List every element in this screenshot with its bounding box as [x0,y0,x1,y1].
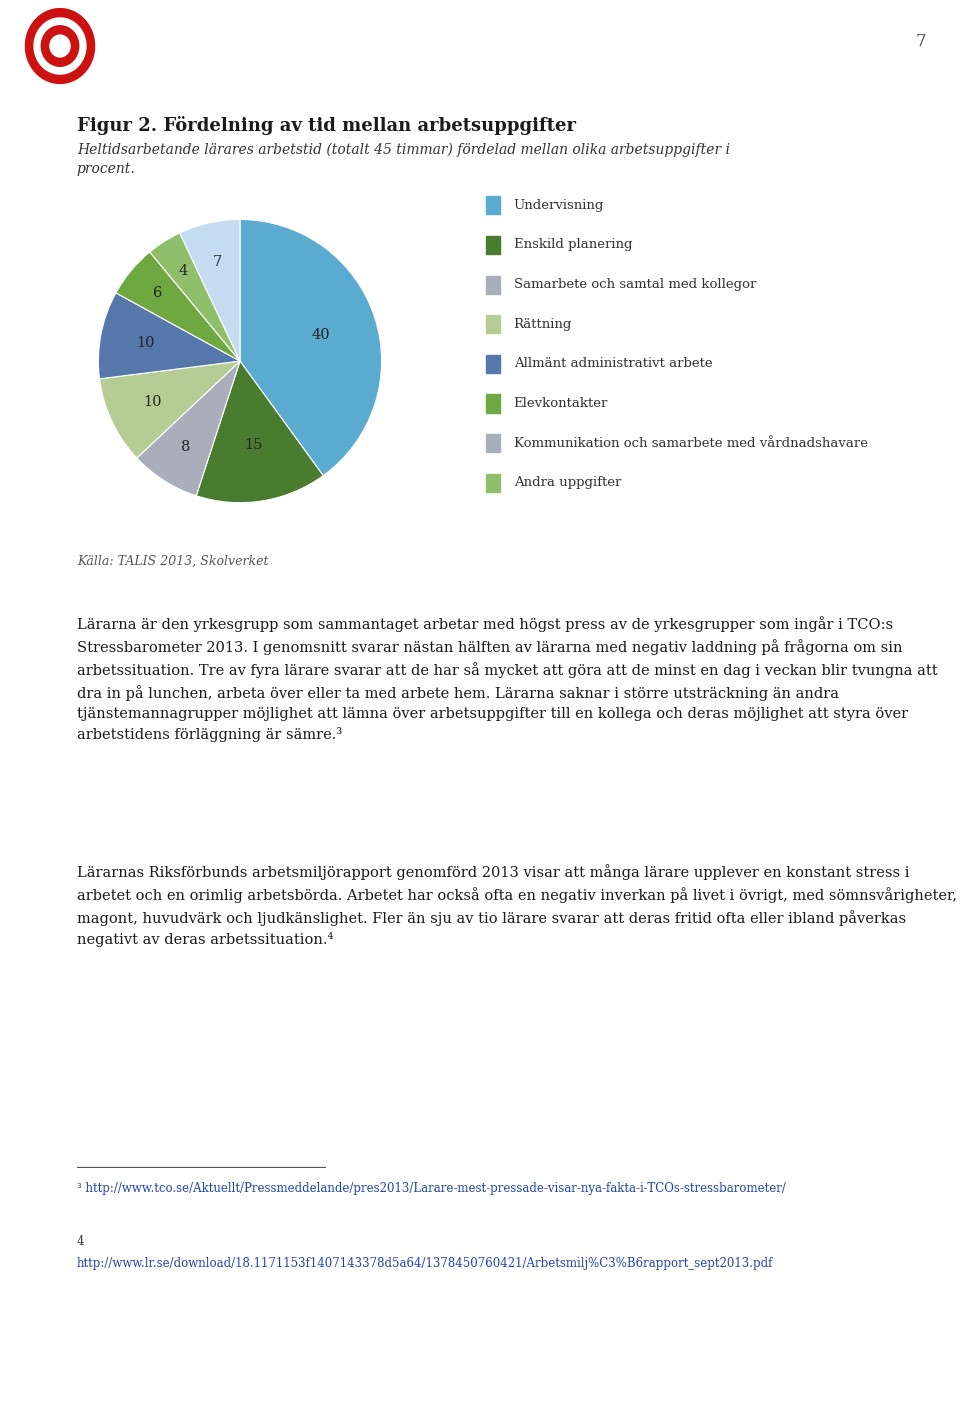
Text: 7: 7 [213,255,223,269]
Wedge shape [196,361,324,503]
Text: 7: 7 [916,33,926,50]
Bar [486,197,500,214]
Bar [486,316,500,333]
Text: 40: 40 [311,329,330,341]
Wedge shape [180,219,240,361]
Wedge shape [150,234,240,361]
Polygon shape [26,8,94,84]
Text: Källa: TALIS 2013, Skolverket: Källa: TALIS 2013, Skolverket [77,555,268,568]
Bar [486,276,500,293]
Text: Allmänt administrativt arbete: Allmänt administrativt arbete [514,357,712,371]
Text: Figur 2. Fördelning av tid mellan arbetsuppgifter: Figur 2. Fördelning av tid mellan arbets… [77,116,576,135]
Wedge shape [100,361,240,457]
Text: Enskild planering: Enskild planering [514,238,632,252]
Text: Rättning: Rättning [514,317,572,331]
Text: Elevkontakter: Elevkontakter [514,396,608,411]
Text: 10: 10 [136,336,155,350]
Text: 4: 4 [77,1235,84,1247]
Wedge shape [240,219,381,476]
Text: 8: 8 [180,440,190,455]
Text: ³ http://www.tco.se/Aktuellt/Pressmeddelande/pres2013/Larare-mest-pressade-visar: ³ http://www.tco.se/Aktuellt/Pressmeddel… [77,1182,785,1195]
Polygon shape [35,18,86,74]
Text: Lärarna är den yrkesgrupp som sammantaget arbetar med högst press av de yrkesgru: Lärarna är den yrkesgrupp som sammantage… [77,616,937,742]
Text: Andra uppgifter: Andra uppgifter [514,476,621,490]
Bar [486,435,500,452]
Polygon shape [41,25,79,67]
Text: Kommunikation och samarbete med vårdnadshavare: Kommunikation och samarbete med vårdnads… [514,436,868,450]
Text: Heltidsarbetande lärares arbetstid (totalt 45 timmar) fördelad mellan olika arbe: Heltidsarbetande lärares arbetstid (tota… [77,143,730,176]
Bar [486,474,500,491]
Text: 4: 4 [179,265,188,279]
Text: Lärarnas Riksförbunds arbetsmiljörapport genomförd 2013 visar att många lärare u: Lärarnas Riksförbunds arbetsmiljörapport… [77,864,957,947]
Wedge shape [136,361,240,496]
Text: Undervisning: Undervisning [514,198,604,212]
Polygon shape [50,35,70,57]
Text: 15: 15 [244,438,262,452]
Text: 10: 10 [144,395,162,409]
Text: 6: 6 [154,286,163,300]
Bar [486,395,500,412]
Wedge shape [99,293,240,379]
Bar [486,236,500,253]
Text: Samarbete och samtal med kollegor: Samarbete och samtal med kollegor [514,278,756,292]
Wedge shape [116,252,240,361]
Text: http://www.lr.se/download/18.1171153f1407143378d5a64/1378450760421/Arbetsmilj%C3: http://www.lr.se/download/18.1171153f140… [77,1257,773,1270]
Bar [486,355,500,372]
